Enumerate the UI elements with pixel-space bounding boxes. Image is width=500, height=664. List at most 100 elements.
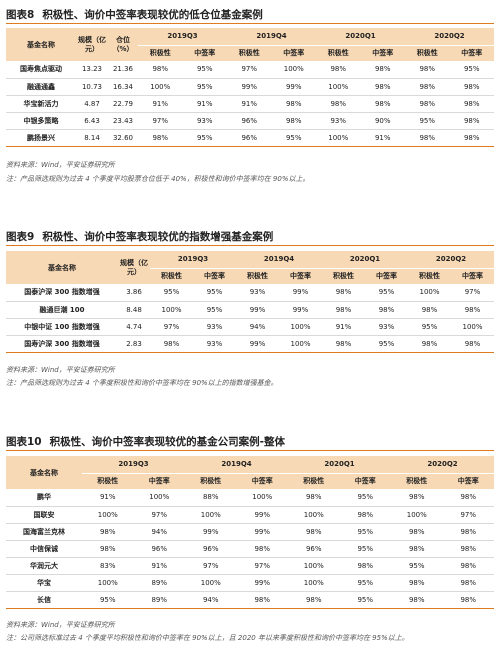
activity-cell: 98% bbox=[82, 540, 134, 558]
activity-cell: 94% bbox=[236, 318, 279, 336]
fund-name-cell: 鹏华 bbox=[6, 489, 82, 507]
win-rate-cell: 95% bbox=[182, 61, 227, 79]
activity-cell: 98% bbox=[288, 591, 340, 609]
header-activity: 积极性 bbox=[391, 473, 443, 489]
header-period: 2019Q4 bbox=[185, 456, 288, 474]
activity-cell: 98% bbox=[405, 95, 450, 113]
win-rate-cell: 98% bbox=[365, 301, 408, 319]
fig9-title-text: 积极性、询价中签率表现较优的指数增强基金案例 bbox=[42, 231, 274, 243]
activity-cell: 97% bbox=[227, 61, 272, 79]
position-cell: 22.79 bbox=[108, 95, 138, 113]
activity-cell: 99% bbox=[236, 335, 279, 353]
win-rate-cell: 98% bbox=[271, 95, 316, 113]
activity-cell: 98% bbox=[408, 335, 451, 353]
header-period: 2020Q1 bbox=[288, 456, 391, 474]
win-rate-cell: 97% bbox=[451, 284, 494, 302]
win-rate-cell: 91% bbox=[182, 95, 227, 113]
activity-cell: 98% bbox=[322, 301, 365, 319]
header-win-rate: 中签率 bbox=[182, 45, 227, 61]
scale-cell: 13.23 bbox=[76, 61, 108, 79]
header-period: 2019Q3 bbox=[138, 28, 227, 46]
position-cell: 23.43 bbox=[108, 112, 138, 130]
win-rate-cell: 98% bbox=[442, 591, 494, 609]
activity-cell: 98% bbox=[405, 61, 450, 79]
header-activity: 积极性 bbox=[150, 268, 193, 284]
header-period: 2019Q4 bbox=[227, 28, 316, 46]
activity-cell: 95% bbox=[150, 284, 193, 302]
win-rate-cell: 98% bbox=[339, 506, 391, 524]
fig8-number: 图表8 bbox=[6, 9, 35, 21]
table-row: 鹏华 91% 100% 88% 100% 98% 95% 98% 98% bbox=[6, 489, 494, 507]
header-fund-name: 基金名称 bbox=[6, 251, 118, 284]
activity-cell: 98% bbox=[322, 335, 365, 353]
header-activity: 积极性 bbox=[316, 45, 361, 61]
win-rate-cell: 95% bbox=[449, 61, 494, 79]
fig9-table: 基金名称 规模（亿元） 2019Q3 2019Q4 2020Q1 2020Q2 … bbox=[6, 251, 494, 353]
header-activity: 积极性 bbox=[322, 268, 365, 284]
fund-name-cell: 国寿焦点驱动 bbox=[6, 61, 76, 79]
fund-name-cell: 国寿沪深 300 指数增强 bbox=[6, 335, 118, 353]
scale-cell: 4.87 bbox=[76, 95, 108, 113]
activity-cell: 97% bbox=[138, 112, 183, 130]
activity-cell: 97% bbox=[150, 318, 193, 336]
header-win-rate: 中签率 bbox=[449, 45, 494, 61]
activity-cell: 100% bbox=[408, 284, 451, 302]
fund-name-cell: 融通巨潮 100 bbox=[6, 301, 118, 319]
header-period: 2019Q3 bbox=[82, 456, 185, 474]
activity-cell: 95% bbox=[391, 557, 443, 575]
win-rate-cell: 97% bbox=[236, 557, 288, 575]
win-rate-cell: 95% bbox=[339, 540, 391, 558]
activity-cell: 83% bbox=[82, 557, 134, 575]
table-row: 鹏扬景兴 8.14 32.60 98% 95% 96% 95% 100% 91% 98% 98% bbox=[6, 129, 494, 147]
header-period: 2020Q2 bbox=[391, 456, 494, 474]
position-cell: 32.60 bbox=[108, 129, 138, 147]
win-rate-cell: 91% bbox=[133, 557, 185, 575]
activity-cell: 100% bbox=[288, 557, 340, 575]
win-rate-cell: 98% bbox=[451, 335, 494, 353]
win-rate-cell: 99% bbox=[236, 574, 288, 592]
win-rate-cell: 98% bbox=[442, 574, 494, 592]
activity-cell: 95% bbox=[408, 318, 451, 336]
table-row: 国联安 100% 97% 100% 99% 100% 98% 100% 97% bbox=[6, 506, 494, 524]
activity-cell: 100% bbox=[288, 574, 340, 592]
header-period: 2020Q2 bbox=[405, 28, 494, 46]
fig8-title-text: 积极性、询价中签率表现较优的低仓位基金案例 bbox=[42, 9, 263, 21]
activity-cell: 98% bbox=[316, 95, 361, 113]
activity-cell: 96% bbox=[185, 540, 237, 558]
scale-cell: 6.43 bbox=[76, 112, 108, 130]
win-rate-cell: 96% bbox=[133, 540, 185, 558]
header-period: 2020Q1 bbox=[322, 251, 408, 269]
activity-cell: 94% bbox=[185, 591, 237, 609]
activity-cell: 96% bbox=[227, 129, 272, 147]
activity-cell: 98% bbox=[138, 129, 183, 147]
win-rate-cell: 98% bbox=[360, 61, 405, 79]
header-activity: 积极性 bbox=[405, 45, 450, 61]
activity-cell: 99% bbox=[236, 301, 279, 319]
win-rate-cell: 93% bbox=[193, 335, 236, 353]
activity-cell: 98% bbox=[316, 61, 361, 79]
table-row: 国寿焦点驱动 13.23 21.36 98% 95% 97% 100% 98% 98% 98% 95… bbox=[6, 61, 494, 79]
activity-cell: 98% bbox=[405, 129, 450, 147]
table-row: 国泰沪深 300 指数增强 3.86 95% 95% 93% 99% 98% 95% 100% 9… bbox=[6, 284, 494, 302]
win-rate-cell: 98% bbox=[449, 129, 494, 147]
scale-cell: 8.48 bbox=[118, 301, 150, 319]
win-rate-cell: 98% bbox=[271, 112, 316, 130]
win-rate-cell: 100% bbox=[279, 318, 322, 336]
fund-name-cell: 国海富兰克林 bbox=[6, 523, 82, 541]
header-win-rate: 中签率 bbox=[271, 45, 316, 61]
fig10-note: 注：公司筛选标准过去 4 个季度平均积极性和询价中签率在 90%以上，且 202… bbox=[6, 634, 409, 642]
fig9-title: 图表9 积极性、询价中签率表现较优的指数增强基金案例 bbox=[6, 228, 494, 246]
scale-cell: 2.83 bbox=[118, 335, 150, 353]
header-period: 2020Q1 bbox=[316, 28, 405, 46]
win-rate-cell: 98% bbox=[442, 557, 494, 575]
activity-cell: 91% bbox=[82, 489, 134, 507]
header-scale: 规模（亿元） bbox=[76, 28, 108, 61]
win-rate-cell: 90% bbox=[360, 112, 405, 130]
table-row: 国海富兰克林 98% 94% 99% 99% 98% 95% 98% 98% bbox=[6, 523, 494, 541]
win-rate-cell: 93% bbox=[193, 318, 236, 336]
table-row: 国寿沪深 300 指数增强 2.83 98% 93% 99% 100% 98% 95% 98% 9… bbox=[6, 335, 494, 353]
win-rate-cell: 98% bbox=[236, 540, 288, 558]
table-row: 华宝 100% 89% 100% 99% 100% 95% 98% 98% bbox=[6, 574, 494, 592]
fig10-source: 资料来源：Wind，平安证券研究所 bbox=[6, 621, 115, 629]
fig9-note: 注：产品筛选规则为过去 4 个季度积极性和询价中签率均在 90%以上的指数增强基… bbox=[6, 379, 278, 387]
